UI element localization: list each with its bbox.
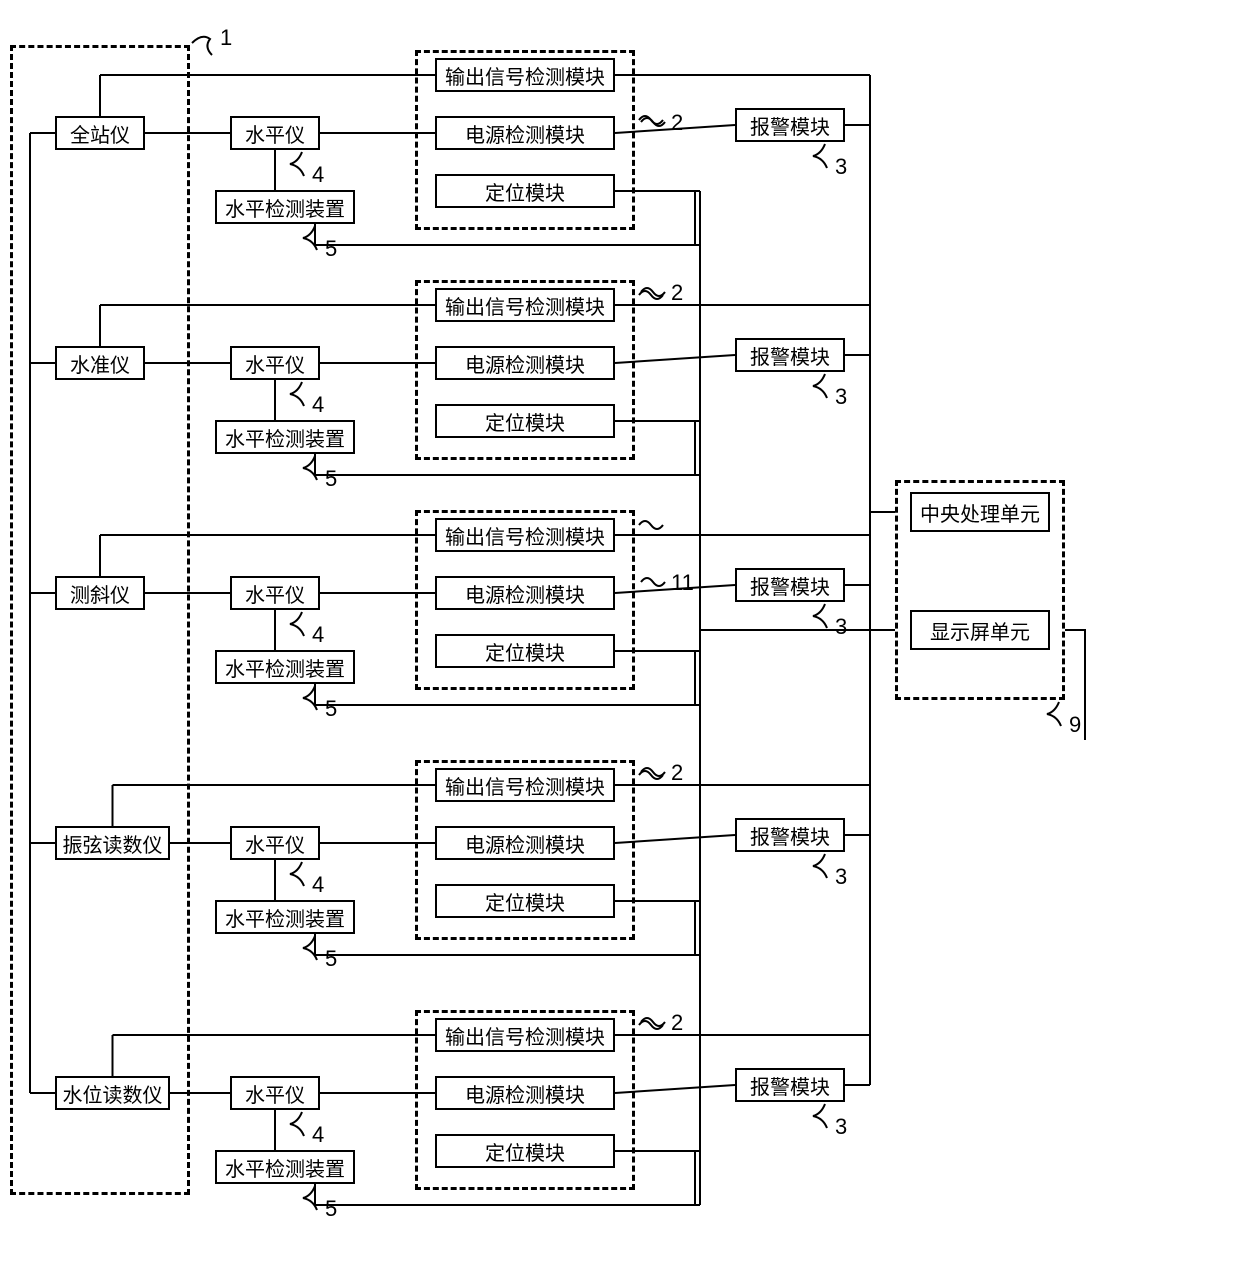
label-ref2-c3: 11 (671, 570, 694, 596)
alarm-c5-label: 报警模块 (750, 1071, 830, 1100)
instrument-c5-label: 水位读数仪 (63, 1079, 163, 1108)
instrument-c1: 全站仪 (55, 116, 145, 150)
label-ref5-c5: 5 (325, 1196, 337, 1222)
level-detector-c2: 水平检测装置 (215, 420, 355, 454)
module-output-c3-label: 输出信号检测模块 (445, 521, 605, 550)
alarm-c1-label: 报警模块 (750, 111, 830, 140)
label-ref4-c5: 4 (312, 1122, 324, 1148)
module-power-c5-label: 电源检测模块 (465, 1079, 585, 1108)
label-ref4-c1: 4 (312, 162, 324, 188)
module-power-c4: 电源检测模块 (435, 826, 615, 860)
alarm-c5: 报警模块 (735, 1068, 845, 1102)
label-ref3-c3: 3 (835, 614, 847, 640)
module-locate-c5: 定位模块 (435, 1134, 615, 1168)
module-power-c3-label: 电源检测模块 (465, 579, 585, 608)
label-ref3-c4: 3 (835, 864, 847, 890)
label-ref5-c3: 5 (325, 696, 337, 722)
label-ref2-c1: 2 (671, 110, 683, 136)
level-gauge-c5-label: 水平仪 (245, 1079, 305, 1108)
module-locate-c3-label: 定位模块 (485, 637, 565, 666)
label-ref3-c2: 3 (835, 384, 847, 410)
instrument-c3: 测斜仪 (55, 576, 145, 610)
level-detector-c1-label: 水平检测装置 (225, 193, 345, 222)
label-ref2-c4: 2 (671, 760, 683, 786)
label-ref5-c4: 5 (325, 946, 337, 972)
module-output-c5-label: 输出信号检测模块 (445, 1021, 605, 1050)
level-detector-c5-label: 水平检测装置 (225, 1153, 345, 1182)
module-locate-c2-label: 定位模块 (485, 407, 565, 436)
cpu-box-label: 中央处理单元 (920, 498, 1040, 527)
module-locate-c5-label: 定位模块 (485, 1137, 565, 1166)
alarm-c1: 报警模块 (735, 108, 845, 142)
level-gauge-c2-label: 水平仪 (245, 349, 305, 378)
alarm-c2-label: 报警模块 (750, 341, 830, 370)
module-power-c5: 电源检测模块 (435, 1076, 615, 1110)
level-detector-c5: 水平检测装置 (215, 1150, 355, 1184)
module-locate-c1-label: 定位模块 (485, 177, 565, 206)
module-power-c2: 电源检测模块 (435, 346, 615, 380)
module-locate-c3: 定位模块 (435, 634, 615, 668)
label-ref3-c1: 3 (835, 154, 847, 180)
module-locate-c2: 定位模块 (435, 404, 615, 438)
label-ref4-c4: 4 (312, 872, 324, 898)
alarm-c3: 报警模块 (735, 568, 845, 602)
module-locate-c1: 定位模块 (435, 174, 615, 208)
instrument-c2-label: 水准仪 (70, 349, 130, 378)
module-output-c5: 输出信号检测模块 (435, 1018, 615, 1052)
level-detector-c1: 水平检测装置 (215, 190, 355, 224)
cpu-box: 中央处理单元 (910, 492, 1050, 532)
module-locate-c4-label: 定位模块 (485, 887, 565, 916)
module-output-c2-label: 输出信号检测模块 (445, 291, 605, 320)
instrument-c4: 振弦读数仪 (55, 826, 170, 860)
module-power-c3: 电源检测模块 (435, 576, 615, 610)
level-gauge-c1: 水平仪 (230, 116, 320, 150)
label-ref3-c5: 3 (835, 1114, 847, 1140)
alarm-c3-label: 报警模块 (750, 571, 830, 600)
diagram-canvas: 1中央处理单元显示屏单元9全站仪水平仪水平检测装置输出信号检测模块电源检测模块定… (0, 0, 1240, 1273)
module-output-c1-label: 输出信号检测模块 (445, 61, 605, 90)
instrument-c4-label: 振弦读数仪 (63, 829, 163, 858)
module-output-c2: 输出信号检测模块 (435, 288, 615, 322)
module-locate-c4: 定位模块 (435, 884, 615, 918)
label-ref-9: 9 (1069, 712, 1081, 738)
module-power-c4-label: 电源检测模块 (465, 829, 585, 858)
alarm-c4-label: 报警模块 (750, 821, 830, 850)
label-ref2-c2: 2 (671, 280, 683, 306)
level-detector-c3: 水平检测装置 (215, 650, 355, 684)
level-gauge-c4-label: 水平仪 (245, 829, 305, 858)
module-output-c1: 输出信号检测模块 (435, 58, 615, 92)
level-detector-c4-label: 水平检测装置 (225, 903, 345, 932)
label-ref2-c5: 2 (671, 1010, 683, 1036)
level-gauge-c4: 水平仪 (230, 826, 320, 860)
alarm-c4: 报警模块 (735, 818, 845, 852)
group-1-dashed (10, 45, 190, 1195)
label-ref5-c1: 5 (325, 236, 337, 262)
instrument-c2: 水准仪 (55, 346, 145, 380)
instrument-c5: 水位读数仪 (55, 1076, 170, 1110)
module-power-c1: 电源检测模块 (435, 116, 615, 150)
alarm-c2: 报警模块 (735, 338, 845, 372)
instrument-c1-label: 全站仪 (70, 119, 130, 148)
module-power-c1-label: 电源检测模块 (465, 119, 585, 148)
level-gauge-c3: 水平仪 (230, 576, 320, 610)
label-ref4-c2: 4 (312, 392, 324, 418)
level-detector-c2-label: 水平检测装置 (225, 423, 345, 452)
instrument-c3-label: 测斜仪 (70, 579, 130, 608)
module-power-c2-label: 电源检测模块 (465, 349, 585, 378)
label-ref-1: 1 (220, 25, 232, 51)
level-gauge-c2: 水平仪 (230, 346, 320, 380)
level-gauge-c5: 水平仪 (230, 1076, 320, 1110)
display-box-label: 显示屏单元 (930, 616, 1030, 645)
level-gauge-c3-label: 水平仪 (245, 579, 305, 608)
module-output-c4: 输出信号检测模块 (435, 768, 615, 802)
module-output-c4-label: 输出信号检测模块 (445, 771, 605, 800)
display-box: 显示屏单元 (910, 610, 1050, 650)
level-detector-c3-label: 水平检测装置 (225, 653, 345, 682)
label-ref5-c2: 5 (325, 466, 337, 492)
level-detector-c4: 水平检测装置 (215, 900, 355, 934)
module-output-c3: 输出信号检测模块 (435, 518, 615, 552)
level-gauge-c1-label: 水平仪 (245, 119, 305, 148)
label-ref4-c3: 4 (312, 622, 324, 648)
